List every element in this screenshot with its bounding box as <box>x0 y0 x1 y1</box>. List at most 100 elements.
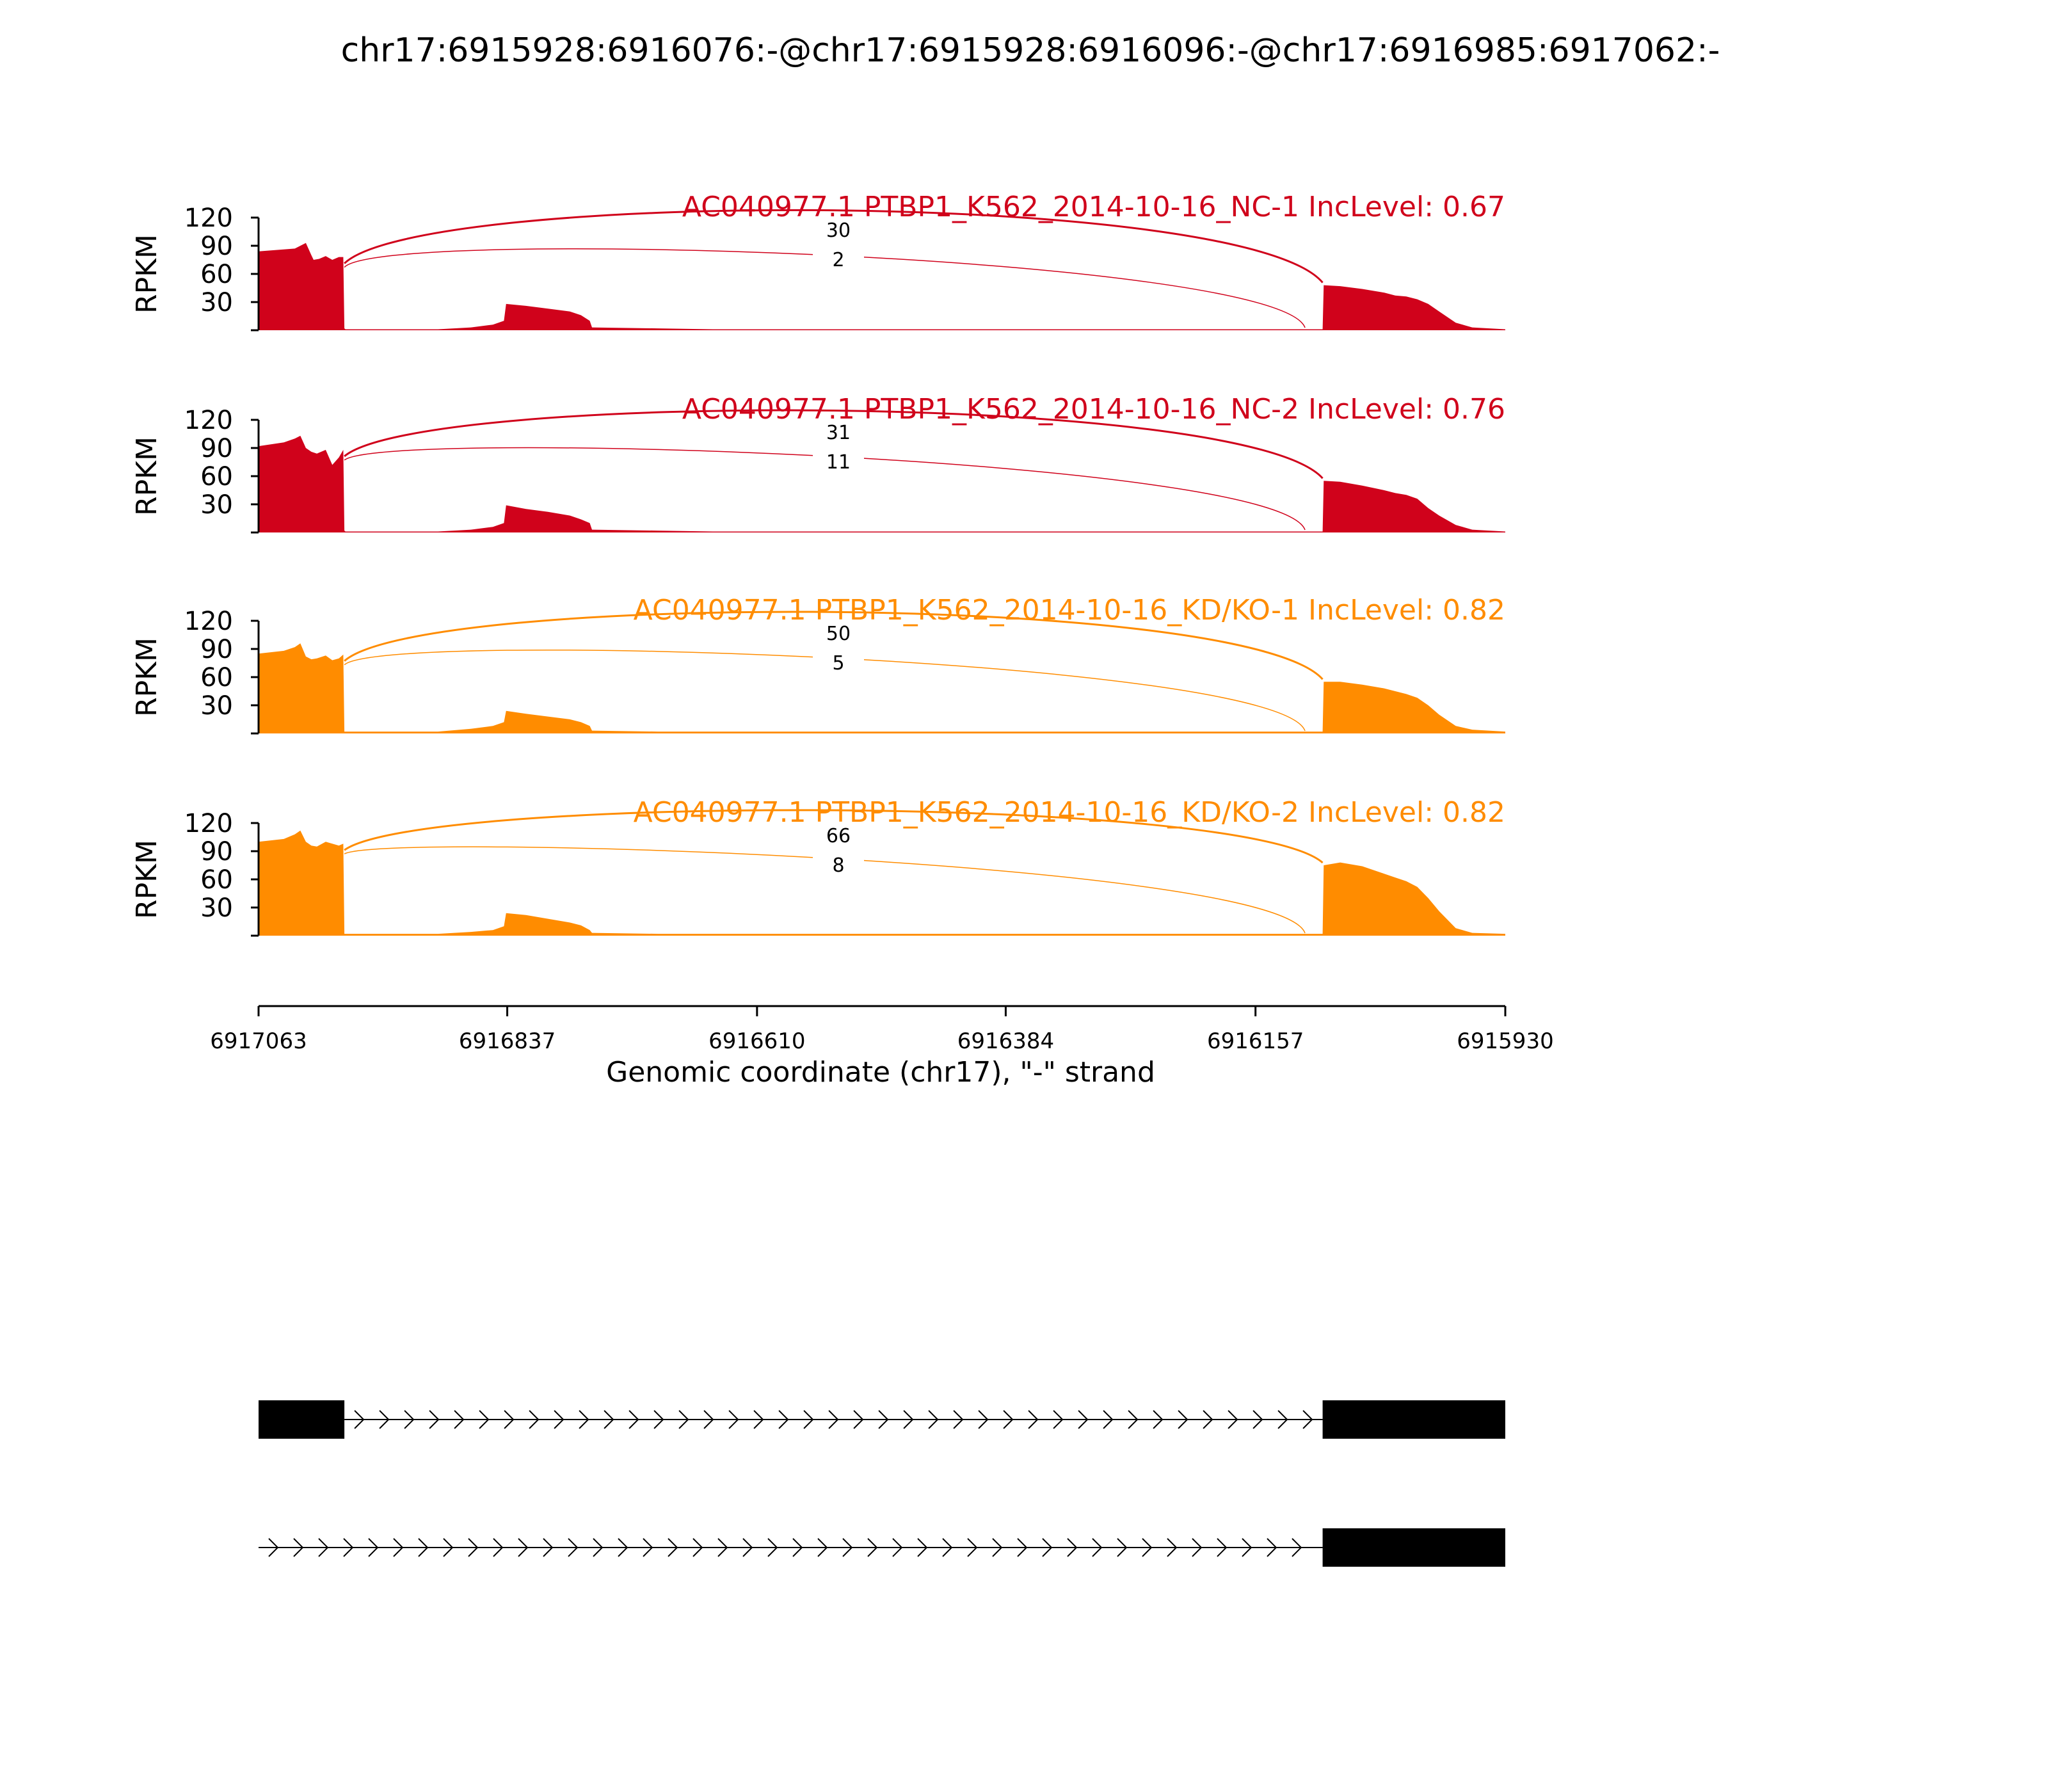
strand-arrow-icon <box>778 1410 789 1429</box>
strand-arrow-icon <box>967 1538 978 1557</box>
junction-label-bg <box>813 654 864 675</box>
strand-arrow-icon <box>1078 1410 1089 1429</box>
panel-title: AC040977.1 PTBP1_K562_2014-10-16_KD/KO-1… <box>634 594 1505 627</box>
panel-title: AC040977.1 PTBP1_K562_2014-10-16_KD/KO-2… <box>634 796 1505 829</box>
strand-arrow-icon <box>867 1538 878 1557</box>
strand-arrow-icon <box>543 1538 554 1557</box>
strand-arrow-icon <box>293 1538 304 1557</box>
y-tick-label: 30 <box>200 288 233 317</box>
strand-arrow-icon <box>668 1538 678 1557</box>
strand-arrow-icon <box>504 1410 515 1429</box>
coverage-area <box>259 243 1505 330</box>
junction-label-bg <box>813 625 864 645</box>
strand-arrow-icon <box>454 1410 465 1429</box>
strand-arrow-icon <box>1053 1410 1064 1429</box>
coverage-area <box>259 643 1505 733</box>
y-axis-label: RPKM <box>131 436 163 516</box>
y-tick-label: 60 <box>200 260 233 289</box>
junction-count-long: 31 <box>826 422 851 444</box>
junction-label-bg <box>813 221 864 242</box>
strand-arrow-icon <box>518 1538 529 1557</box>
panel-title: AC040977.1 PTBP1_K562_2014-10-16_NC-2 In… <box>682 393 1505 426</box>
strand-arrow-icon <box>354 1410 365 1429</box>
junction-count-short: 2 <box>832 249 844 271</box>
strand-arrow-icon <box>878 1410 889 1429</box>
y-tick-label: 60 <box>200 865 233 895</box>
strand-arrow-icon <box>393 1538 404 1557</box>
transcript-model <box>259 1400 1505 1439</box>
strand-arrow-icon <box>817 1538 828 1557</box>
strand-arrow-icon <box>1003 1410 1014 1429</box>
strand-arrow-icon <box>468 1538 479 1557</box>
strand-arrow-icon <box>1192 1538 1203 1557</box>
strand-arrow-icon <box>678 1410 689 1429</box>
strand-arrow-icon <box>792 1538 803 1557</box>
strand-arrow-icon <box>892 1538 903 1557</box>
strand-arrow-icon <box>529 1410 540 1429</box>
strand-arrow-icon <box>903 1410 914 1429</box>
strand-arrow-icon <box>1067 1538 1078 1557</box>
x-tick-label: 6916837 <box>459 1028 556 1054</box>
figure-title: chr17:6915928:6916076:-@chr17:6915928:69… <box>341 31 1720 70</box>
strand-arrow-icon <box>842 1538 853 1557</box>
strand-arrow-icon <box>1178 1410 1188 1429</box>
strand-arrow-icon <box>703 1410 714 1429</box>
y-axis-label: RPKM <box>131 637 163 717</box>
strand-arrow-icon <box>917 1538 928 1557</box>
x-tick-label: 6916157 <box>1207 1028 1304 1054</box>
strand-arrow-icon <box>568 1538 579 1557</box>
junction-arc-long <box>344 611 1324 680</box>
strand-arrow-icon <box>1302 1410 1313 1429</box>
junction-arc-long <box>344 409 1324 479</box>
junction-label-bg <box>813 424 864 444</box>
strand-arrow-icon <box>1277 1410 1288 1429</box>
exon-block <box>1322 1528 1505 1567</box>
y-tick-label: 90 <box>200 837 233 867</box>
exon-block <box>1322 1400 1505 1439</box>
coverage-area <box>259 435 1505 532</box>
strand-arrow-icon <box>1167 1538 1178 1557</box>
x-axis-label: Genomic coordinate (chr17), "-" strand <box>606 1056 1155 1089</box>
y-tick-label: 30 <box>200 893 233 923</box>
y-tick-label: 30 <box>200 490 233 520</box>
strand-arrow-icon <box>628 1410 639 1429</box>
strand-arrow-icon <box>1128 1410 1139 1429</box>
strand-arrow-icon <box>343 1538 354 1557</box>
y-tick-label: 120 <box>184 607 233 636</box>
junction-label-bg <box>813 827 864 847</box>
strand-arrow-icon <box>268 1538 279 1557</box>
strand-arrow-icon <box>593 1538 604 1557</box>
strand-arrow-icon <box>1017 1538 1028 1557</box>
strand-arrow-icon <box>318 1538 329 1557</box>
strand-arrow-icon <box>767 1538 778 1557</box>
strand-arrow-icon <box>1042 1538 1053 1557</box>
strand-arrow-icon <box>853 1410 864 1429</box>
strand-arrow-icon <box>643 1538 653 1557</box>
junction-count-long: 66 <box>826 825 851 847</box>
junction-count-short: 8 <box>832 854 844 877</box>
strand-arrow-icon <box>1267 1538 1277 1557</box>
coverage-area <box>259 830 1505 936</box>
strand-arrow-icon <box>692 1538 703 1557</box>
panel-title: AC040977.1 PTBP1_K562_2014-10-16_NC-1 In… <box>682 191 1505 223</box>
y-tick-label: 90 <box>200 434 233 463</box>
junction-count-long: 30 <box>826 220 851 242</box>
strand-arrow-icon <box>653 1410 664 1429</box>
strand-arrow-icon <box>1252 1410 1263 1429</box>
x-tick-label: 6917063 <box>210 1028 307 1054</box>
strand-arrow-icon <box>429 1410 440 1429</box>
y-tick-label: 30 <box>200 691 233 721</box>
strand-arrow-icon <box>953 1410 964 1429</box>
strand-arrow-icon <box>1292 1538 1302 1557</box>
strand-arrow-icon <box>443 1538 454 1557</box>
x-tick-label: 6916384 <box>957 1028 1054 1054</box>
strand-arrow-icon <box>554 1410 564 1429</box>
strand-arrow-icon <box>493 1538 504 1557</box>
strand-arrow-icon <box>1103 1410 1114 1429</box>
x-axis: 6917063 6916837 6916610 6916384 6916157 69159… <box>210 1005 1554 1054</box>
strand-arrow-icon <box>753 1410 764 1429</box>
strand-arrow-icon <box>1217 1538 1228 1557</box>
